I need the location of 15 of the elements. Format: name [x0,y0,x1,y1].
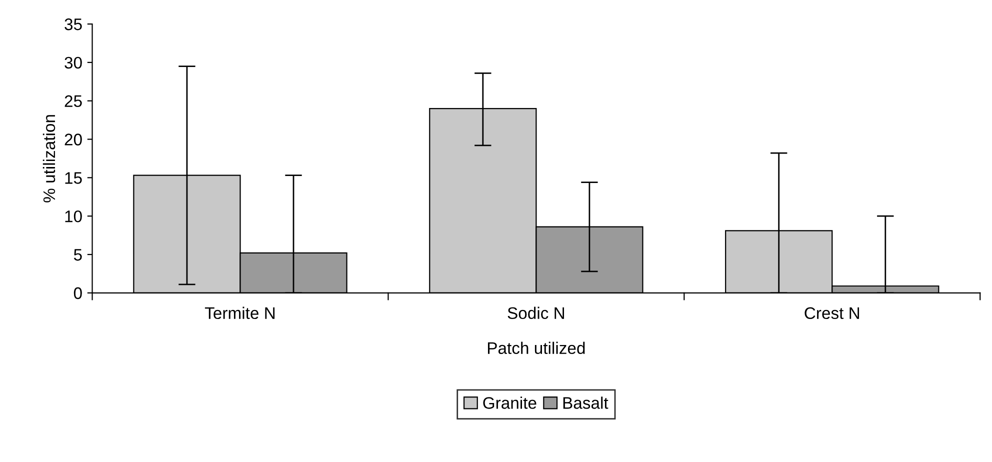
y-axis-title: % utilization [42,115,56,202]
x-tick-label: Sodic N [508,306,564,320]
legend-label: Basalt [563,396,608,409]
y-tick-label: 0 [74,287,82,300]
y-tick-label: 30 [64,56,82,69]
y-tick-label: 20 [64,134,82,146]
y-tick-label: 25 [64,95,82,108]
x-tick-label: Termite N [204,306,275,320]
y-tick-label: 10 [65,210,82,222]
y-tick-label: 35 [64,18,82,30]
y-tick-label: 15 [65,172,82,184]
x-axis-title: Patch utilized [488,342,585,354]
x-tick-label: Crest N [804,307,860,320]
y-tick-label: 5 [74,249,82,261]
legend-label: Granite [483,396,536,409]
